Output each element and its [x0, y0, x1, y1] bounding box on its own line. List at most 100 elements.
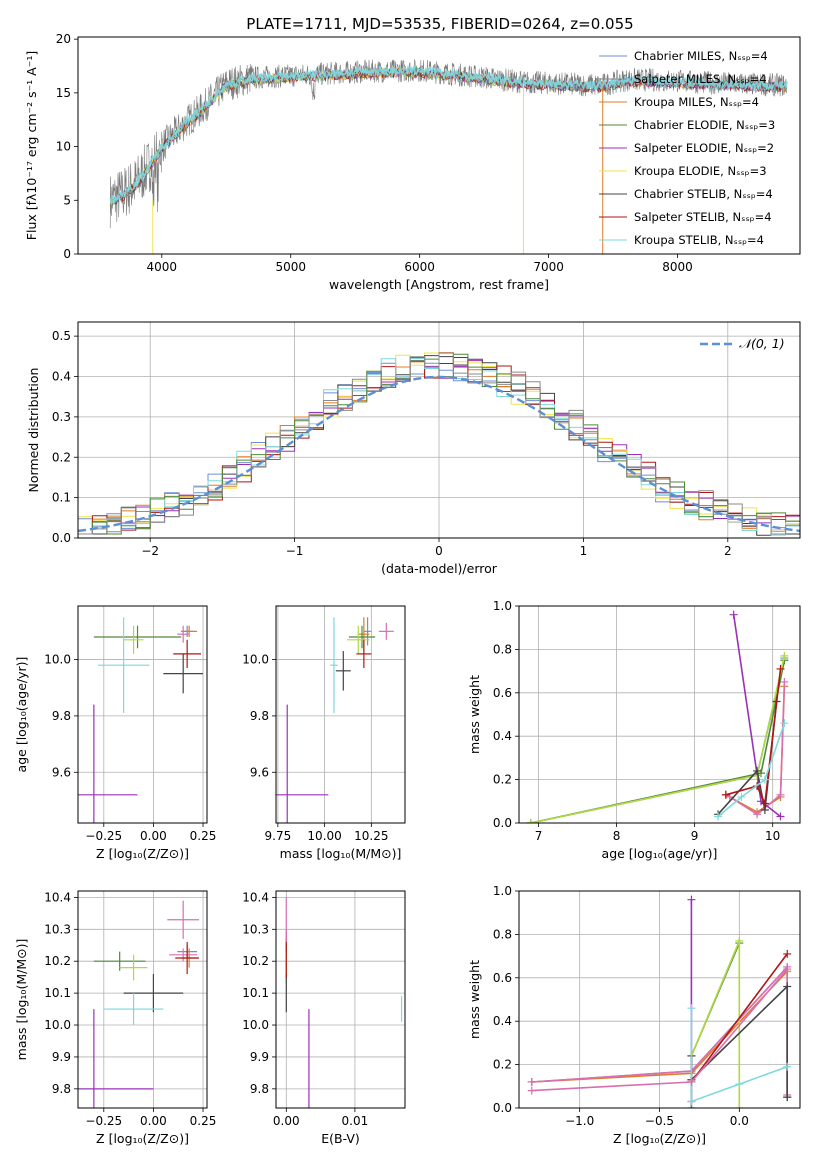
- weight-marker: [527, 1086, 536, 1095]
- x-axis-label: (data-model)/error: [381, 561, 498, 576]
- figure-title: PLATE=1711, MJD=53535, FIBERID=0264, z=0…: [246, 15, 633, 33]
- data-point: [123, 973, 184, 1013]
- legend-label: Salpeter ELODIE, Nₛₛₚ=2: [634, 141, 774, 155]
- x-tick-label: 10.25: [354, 829, 388, 843]
- y-axis-label: mass weight: [467, 675, 482, 754]
- panel-residuals: −2 −1 0 1 2 0.0 0.1 0.2 0.3 0.4 0.5 (data-model)/er…: [26, 321, 801, 576]
- weight-marker: [753, 766, 762, 775]
- data-point: [78, 704, 138, 823]
- axes-frame: [275, 890, 406, 1109]
- histogram-7: [78, 353, 800, 535]
- data-point: [347, 625, 370, 654]
- x-tick-label: 0.25: [190, 1114, 217, 1128]
- weight-series-3: [530, 660, 786, 823]
- x-tick-label: −2: [141, 544, 159, 558]
- y-tick-label: 0.0: [52, 531, 71, 545]
- y-tick-label: 9.9: [250, 1050, 269, 1064]
- legend-label: Kroupa STELIB, Nₛₛₚ=4: [634, 233, 764, 247]
- x-tick-label: −1.0: [565, 1114, 594, 1128]
- x-axis-label: Z [log₁₀(Z/Z⊙)]: [96, 846, 189, 861]
- weight-marker: [687, 1004, 696, 1013]
- legend-label: Kroupa ELODIE, Nₛₛₚ=3: [634, 164, 767, 178]
- legend-label: Kroupa MILES, Nₛₛₚ=4: [634, 95, 759, 109]
- weight-marker: [780, 677, 789, 686]
- x-tick-label: 0: [435, 544, 443, 558]
- plot-area: [78, 891, 207, 1108]
- x-axis-label: E(B-V): [321, 1131, 360, 1146]
- weight-marker: [735, 936, 744, 945]
- x-tick-label: 8: [613, 829, 621, 843]
- x-tick-label: 7000: [533, 260, 564, 274]
- panel-weight-vs-Z: −1.0 −0.5 0.0 0.0 0.2 0.4 0.6 0.8 1.0 Z [log₁₀(Z/…: [467, 884, 801, 1146]
- y-tick-label: 0.0: [493, 816, 512, 830]
- x-tick-label: 0.25: [190, 829, 217, 843]
- weight-marker: [721, 790, 730, 799]
- y-tick-label: 9.8: [250, 1082, 269, 1096]
- y-tick-label: 0.8: [493, 927, 512, 941]
- y-tick-label: 20: [56, 32, 71, 46]
- y-tick-label: 0.4: [493, 729, 512, 743]
- plot-area: [78, 322, 800, 538]
- weight-series-3: [690, 942, 741, 1108]
- weight-marker: [760, 775, 769, 784]
- x-tick-label: 6000: [404, 260, 435, 274]
- panel-age-vs-mass: 9.75 10.00 10.25 9.6 9.8 10.0 mass [log₁₀(M/M⊙…: [242, 605, 406, 861]
- weight-series-8: [690, 1008, 788, 1103]
- axes-frame: [518, 605, 801, 824]
- data-point: [173, 639, 202, 668]
- weight-series-5: [530, 655, 786, 823]
- data-point: [363, 617, 372, 646]
- axes-frame: [77, 605, 208, 824]
- y-tick-label: 0.4: [493, 1014, 512, 1028]
- weight-series-5: [690, 940, 741, 1108]
- normal-curve: [78, 375, 800, 533]
- legend-label: 𝒩(0, 1): [739, 336, 785, 351]
- y-tick-label: 0.5: [52, 329, 71, 343]
- y-tick-label: 0.2: [493, 773, 512, 787]
- weight-marker: [783, 1062, 792, 1071]
- y-tick-label: 1.0: [493, 884, 512, 898]
- y-tick-label: 10.2: [242, 954, 269, 968]
- data-point: [378, 622, 394, 640]
- plot-area: [519, 891, 800, 1108]
- model-spectrum-6: [109, 67, 787, 205]
- weight-marker: [735, 1080, 744, 1089]
- x-axis-label: Z [log₁₀(Z/Z⊙)]: [613, 1131, 706, 1146]
- x-tick-label: 10: [765, 829, 780, 843]
- weight-series-7: [725, 668, 782, 807]
- weight-marker: [760, 799, 769, 808]
- x-tick-label: 0.00: [140, 1114, 167, 1128]
- x-axis-label: mass [log₁₀(M/M⊙)]: [280, 846, 402, 861]
- x-tick-label: 8000: [662, 260, 693, 274]
- y-tick-label: 0.3: [52, 410, 71, 424]
- y-tick-label: 9.6: [52, 765, 71, 779]
- x-tick-label: 9: [691, 829, 699, 843]
- data-point: [123, 625, 144, 654]
- weight-marker: [735, 1104, 744, 1108]
- y-tick-label: 10.1: [242, 986, 269, 1000]
- weight-marker: [776, 812, 785, 821]
- weight-marker: [729, 610, 738, 619]
- x-tick-label: 5000: [275, 260, 306, 274]
- data-point: [177, 625, 190, 643]
- y-tick-label: 10.3: [44, 922, 71, 936]
- model-spectrum-4: [109, 68, 787, 205]
- y-tick-label: 10.0: [242, 1018, 269, 1032]
- y-axis-label: Flux [fλ10⁻¹⁷ erg cm⁻² s⁻¹ A⁻¹]: [24, 51, 39, 240]
- weight-marker: [783, 1093, 792, 1102]
- plot-area: [109, 59, 788, 254]
- data-point: [175, 942, 200, 974]
- weight-marker: [776, 664, 785, 673]
- data-point: [93, 625, 182, 649]
- weight-marker: [737, 792, 746, 801]
- legend-label: Salpeter MILES, Nₛₛₚ=4: [634, 72, 767, 86]
- y-axis-label: mass weight: [467, 960, 482, 1039]
- x-tick-label: 0.00: [140, 829, 167, 843]
- data-point: [119, 954, 148, 981]
- x-tick-label: −1: [286, 544, 304, 558]
- y-tick-label: 9.6: [250, 765, 269, 779]
- y-tick-label: 5: [63, 193, 71, 207]
- weight-marker: [783, 965, 792, 974]
- plot-area: [519, 606, 800, 823]
